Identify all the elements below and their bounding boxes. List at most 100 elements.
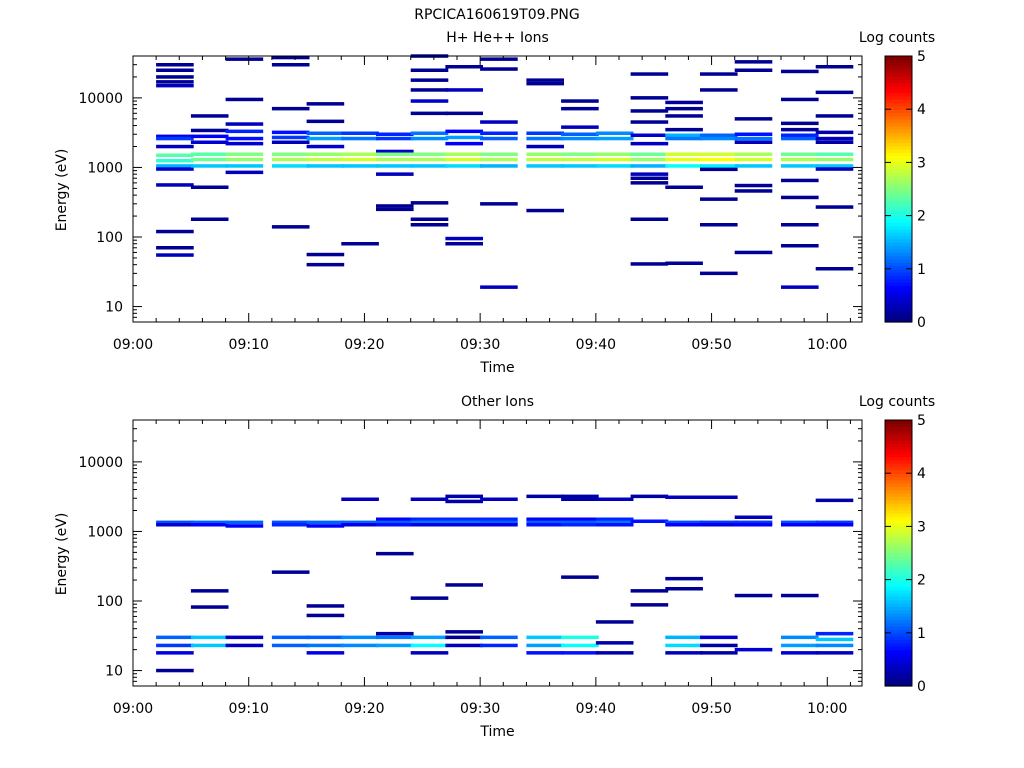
- heatmap-cell: [526, 144, 564, 149]
- heatmap-cell: [665, 114, 703, 118]
- heatmap-cell: [156, 643, 194, 648]
- colorbar-step: [885, 526, 912, 531]
- colorbar-step: [885, 586, 912, 591]
- heatmap-cell: [306, 152, 345, 156]
- colorbar-step: [885, 218, 912, 223]
- colorbar-step: [885, 149, 912, 154]
- colorbar-step: [885, 268, 912, 273]
- heatmap-cell: [480, 520, 518, 525]
- heatmap-cell: [815, 114, 854, 118]
- colorbar-step: [885, 439, 912, 444]
- heatmap-cell: [190, 114, 229, 118]
- heatmap-cell: [781, 635, 819, 640]
- heatmap-cell: [410, 136, 449, 141]
- heatmap-cell: [781, 520, 819, 525]
- colorbar-step: [885, 632, 912, 637]
- heatmap-cell: [271, 55, 310, 60]
- heatmap-cell: [225, 524, 264, 528]
- colorbar-step: [885, 506, 912, 511]
- heatmap-cells: [156, 494, 854, 673]
- plot-frame: [132, 55, 863, 323]
- heatmap-cell: [341, 497, 379, 501]
- heatmap-cell: [480, 643, 518, 648]
- heatmap-cell: [700, 164, 738, 168]
- heatmap-cell: [700, 271, 738, 276]
- heatmap-cell: [410, 164, 449, 168]
- x-tick-label: 09:50: [691, 337, 731, 353]
- x-tick-label: 09:20: [344, 701, 384, 717]
- x-tick-label: 09:30: [460, 337, 500, 353]
- heatmap-cell: [445, 630, 483, 634]
- heatmap-cell: [376, 136, 414, 141]
- heatmap-cell: [341, 635, 379, 640]
- heatmap-cell: [410, 643, 449, 648]
- colorbar-step: [885, 312, 912, 316]
- heatmap-cell: [271, 152, 310, 156]
- colorbar-step: [885, 109, 912, 114]
- heatmap-cell: [665, 164, 703, 168]
- heatmap-cell: [271, 140, 310, 144]
- heatmap-cell: [445, 152, 483, 156]
- heatmap-cell: [665, 185, 703, 189]
- heatmap-cell: [561, 635, 599, 640]
- heatmap-cell: [815, 140, 854, 144]
- heatmap-cell: [630, 494, 669, 499]
- x-tick-label: 09:40: [576, 337, 616, 353]
- heatmap-cell: [734, 60, 773, 64]
- heatmap-cells: [156, 54, 854, 289]
- heatmap-cell: [734, 183, 773, 188]
- heatmap-cell: [630, 172, 669, 176]
- heatmap-cell: [561, 125, 599, 129]
- x-tick-label: 10:00: [807, 701, 847, 717]
- heatmap-cell: [376, 520, 414, 525]
- heatmap-cell: [445, 65, 483, 69]
- heatmap-cell: [156, 520, 194, 525]
- heatmap-cell: [700, 88, 738, 92]
- colorbar-step: [885, 546, 912, 551]
- colorbar-step: [885, 616, 912, 621]
- heatmap-cell: [480, 635, 518, 640]
- heatmap-cell: [700, 72, 738, 76]
- heatmap-cell: [815, 152, 854, 156]
- y-tick-label: 10000: [78, 91, 123, 107]
- colorbar-step: [885, 572, 912, 577]
- heatmap-cell: [526, 635, 564, 640]
- colorbar-step: [885, 62, 912, 67]
- colorbar-step: [885, 192, 912, 197]
- colorbar-tick-label: 2: [917, 209, 926, 225]
- heatmap-cell: [376, 157, 414, 162]
- heatmap-cell: [781, 593, 819, 598]
- heatmap-cell: [306, 102, 345, 106]
- heatmap-cell: [700, 167, 738, 172]
- heatmap-cell: [341, 164, 379, 168]
- colorbar-step: [885, 642, 912, 647]
- heatmap-cell: [781, 157, 819, 162]
- heatmap-cell: [410, 201, 449, 205]
- heatmap-cell: [480, 57, 518, 61]
- x-axis-label: Time: [479, 724, 514, 740]
- heatmap-cell: [734, 132, 773, 136]
- heatmap-cell: [630, 589, 669, 593]
- colorbar-step: [885, 682, 912, 687]
- heatmap-cell: [225, 122, 264, 126]
- heatmap-cell: [156, 668, 194, 673]
- heatmap-cell: [225, 157, 264, 162]
- colorbar-frame: [884, 55, 913, 323]
- heatmap-cell: [561, 575, 599, 579]
- heatmap-cell: [376, 149, 414, 154]
- y-axis-label: Energy (eV): [54, 513, 70, 596]
- heatmap-cell: [526, 520, 564, 525]
- heatmap-cell: [630, 133, 669, 137]
- heatmap-cell: [815, 167, 854, 171]
- heatmap-cell: [561, 643, 599, 648]
- heatmap-cell: [445, 494, 483, 499]
- heatmap-cell: [630, 181, 669, 185]
- heatmap-cell: [306, 524, 345, 528]
- colorbar-step: [885, 152, 912, 157]
- colorbar-step: [885, 423, 912, 428]
- colorbar-step: [885, 679, 912, 684]
- heatmap-cell: [700, 635, 738, 640]
- heatmap-cell: [445, 517, 483, 521]
- y-tick-label: 10: [105, 664, 123, 680]
- colorbar-step: [885, 65, 912, 70]
